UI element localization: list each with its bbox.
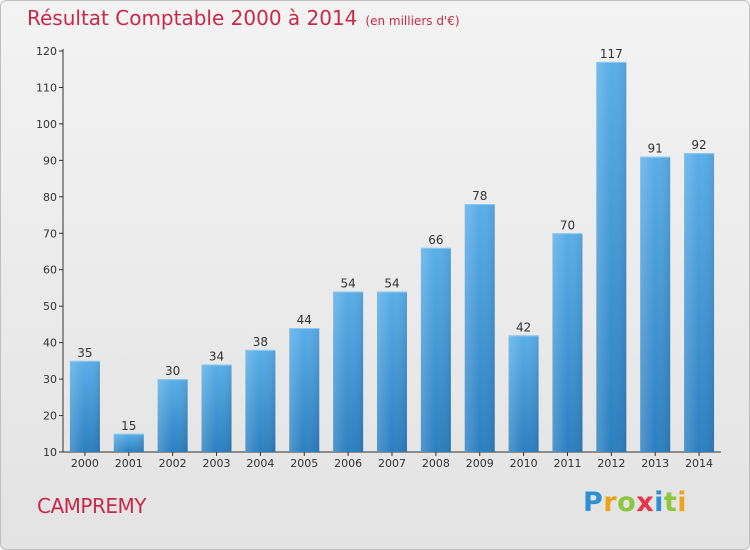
bar-shade xyxy=(684,153,715,452)
bar-shade xyxy=(69,360,100,452)
chart-subtitle: (en milliers d'€) xyxy=(365,14,460,28)
logo-letter: i xyxy=(654,487,664,518)
y-tick-label: 80 xyxy=(43,191,57,204)
data-label: 15 xyxy=(121,419,136,433)
x-tick-label: 2013 xyxy=(641,457,669,470)
logo-letter: t xyxy=(663,487,678,518)
bar-shade xyxy=(201,364,232,452)
x-tick-label: 2009 xyxy=(466,457,494,470)
data-label: 54 xyxy=(340,277,355,291)
data-label: 78 xyxy=(472,189,487,203)
y-tick-label: 30 xyxy=(43,373,57,386)
data-label: 70 xyxy=(560,218,575,232)
bar-shade xyxy=(377,291,407,452)
bar-shade xyxy=(333,291,364,452)
x-tick-label: 2007 xyxy=(378,457,406,470)
x-tick-label: 2011 xyxy=(553,457,581,470)
y-tick-label: 40 xyxy=(43,337,57,350)
data-label: 42 xyxy=(516,320,531,334)
bar-shade xyxy=(113,433,144,452)
bars xyxy=(69,61,715,452)
bar-shade xyxy=(157,379,188,452)
x-tick-label: 2010 xyxy=(510,457,538,470)
bar-shade xyxy=(420,247,451,452)
y-tick-label: 60 xyxy=(43,264,57,277)
x-tick-label: 2001 xyxy=(115,457,143,470)
data-label: 34 xyxy=(209,350,224,364)
chart-title-text: Résultat Comptable 2000 à 2014 xyxy=(27,6,358,30)
data-label: 44 xyxy=(297,313,312,327)
bar-shade xyxy=(640,156,671,452)
bar-shade xyxy=(552,233,583,452)
x-tick-label: 2014 xyxy=(685,457,713,470)
x-tick-label: 2004 xyxy=(246,457,274,470)
bar-shade xyxy=(596,61,627,452)
x-tick-label: 2008 xyxy=(422,457,450,470)
logo-letter: i xyxy=(677,487,688,518)
data-label: 38 xyxy=(253,335,268,349)
y-tick-label: 90 xyxy=(43,154,57,167)
logo-letter: r xyxy=(603,487,618,518)
axes: 10 20 30 40 50 60 70 80 90 100 110 120 2000 2001 2002 2… xyxy=(36,45,721,470)
y-tick-label: 110 xyxy=(36,81,57,94)
bar-shade xyxy=(245,349,276,452)
data-label: 91 xyxy=(648,142,663,156)
y-tick-label: 50 xyxy=(43,300,57,313)
x-tick-label: 2000 xyxy=(71,457,99,470)
y-tick-label: 100 xyxy=(36,118,57,131)
data-label: 66 xyxy=(428,233,443,247)
logo-letter: o xyxy=(617,487,637,518)
data-label: 30 xyxy=(165,364,180,378)
logo-letter: x xyxy=(636,487,655,518)
y-tick-label: 70 xyxy=(43,227,57,240)
data-label: 35 xyxy=(77,346,92,360)
bar-shade xyxy=(508,335,539,452)
bar-shade xyxy=(289,328,320,452)
y-tick-label: 120 xyxy=(36,45,57,58)
data-label: 54 xyxy=(384,277,399,291)
x-tick-label: 2012 xyxy=(597,457,625,470)
x-tick-label: 2005 xyxy=(290,457,318,470)
x-tick-label: 2006 xyxy=(334,457,362,470)
y-tick-label: 20 xyxy=(43,410,57,423)
data-labels: 35 15 30 34 38 44 54 54 66 78 42 70 117 91 92 xyxy=(77,47,706,433)
data-label: 117 xyxy=(600,47,623,61)
x-tick-label: 2003 xyxy=(203,457,231,470)
bar-shade xyxy=(464,204,495,452)
data-label: 92 xyxy=(691,138,706,152)
commune-name: CAMPREMY xyxy=(37,494,146,518)
chart-title: Résultat Comptable 2000 à 2014 (en millie… xyxy=(27,6,460,30)
logo-letter: P xyxy=(583,487,604,518)
x-tick-label: 2002 xyxy=(159,457,187,470)
y-tick-label: 10 xyxy=(43,446,57,459)
proxiti-logo: Proxiti xyxy=(583,487,687,518)
